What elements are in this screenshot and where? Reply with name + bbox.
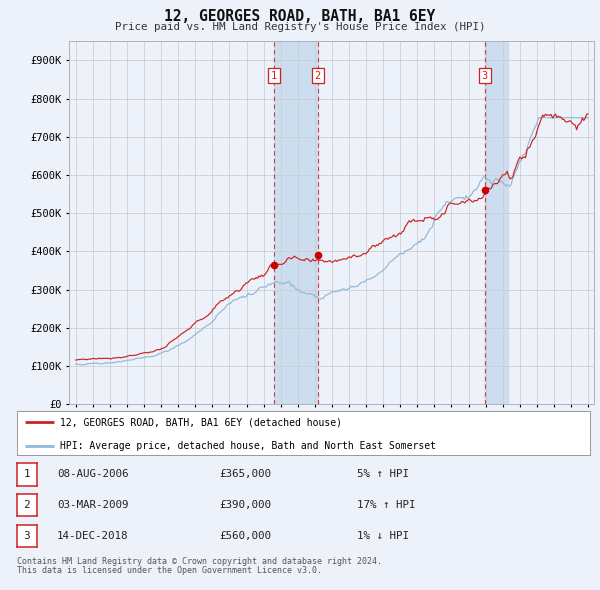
Text: 03-MAR-2009: 03-MAR-2009 <box>57 500 128 510</box>
Text: 3: 3 <box>23 531 30 540</box>
Text: This data is licensed under the Open Government Licence v3.0.: This data is licensed under the Open Gov… <box>17 566 322 575</box>
Bar <box>485 41 508 404</box>
Text: 5% ↑ HPI: 5% ↑ HPI <box>357 470 409 479</box>
Text: 1: 1 <box>23 470 30 479</box>
Text: 2: 2 <box>314 71 321 81</box>
Text: 1: 1 <box>271 71 277 81</box>
Bar <box>274 41 318 404</box>
Text: HPI: Average price, detached house, Bath and North East Somerset: HPI: Average price, detached house, Bath… <box>60 441 436 451</box>
Text: 08-AUG-2006: 08-AUG-2006 <box>57 470 128 479</box>
Text: £560,000: £560,000 <box>219 531 271 540</box>
Text: Price paid vs. HM Land Registry's House Price Index (HPI): Price paid vs. HM Land Registry's House … <box>115 22 485 32</box>
Text: 14-DEC-2018: 14-DEC-2018 <box>57 531 128 540</box>
Text: £390,000: £390,000 <box>219 500 271 510</box>
Text: 3: 3 <box>482 71 488 81</box>
Text: 12, GEORGES ROAD, BATH, BA1 6EY (detached house): 12, GEORGES ROAD, BATH, BA1 6EY (detache… <box>60 417 342 427</box>
Text: 1% ↓ HPI: 1% ↓ HPI <box>357 531 409 540</box>
Text: 17% ↑ HPI: 17% ↑ HPI <box>357 500 415 510</box>
Text: 12, GEORGES ROAD, BATH, BA1 6EY: 12, GEORGES ROAD, BATH, BA1 6EY <box>164 9 436 24</box>
Text: 2: 2 <box>23 500 30 510</box>
Text: Contains HM Land Registry data © Crown copyright and database right 2024.: Contains HM Land Registry data © Crown c… <box>17 558 382 566</box>
Text: £365,000: £365,000 <box>219 470 271 479</box>
